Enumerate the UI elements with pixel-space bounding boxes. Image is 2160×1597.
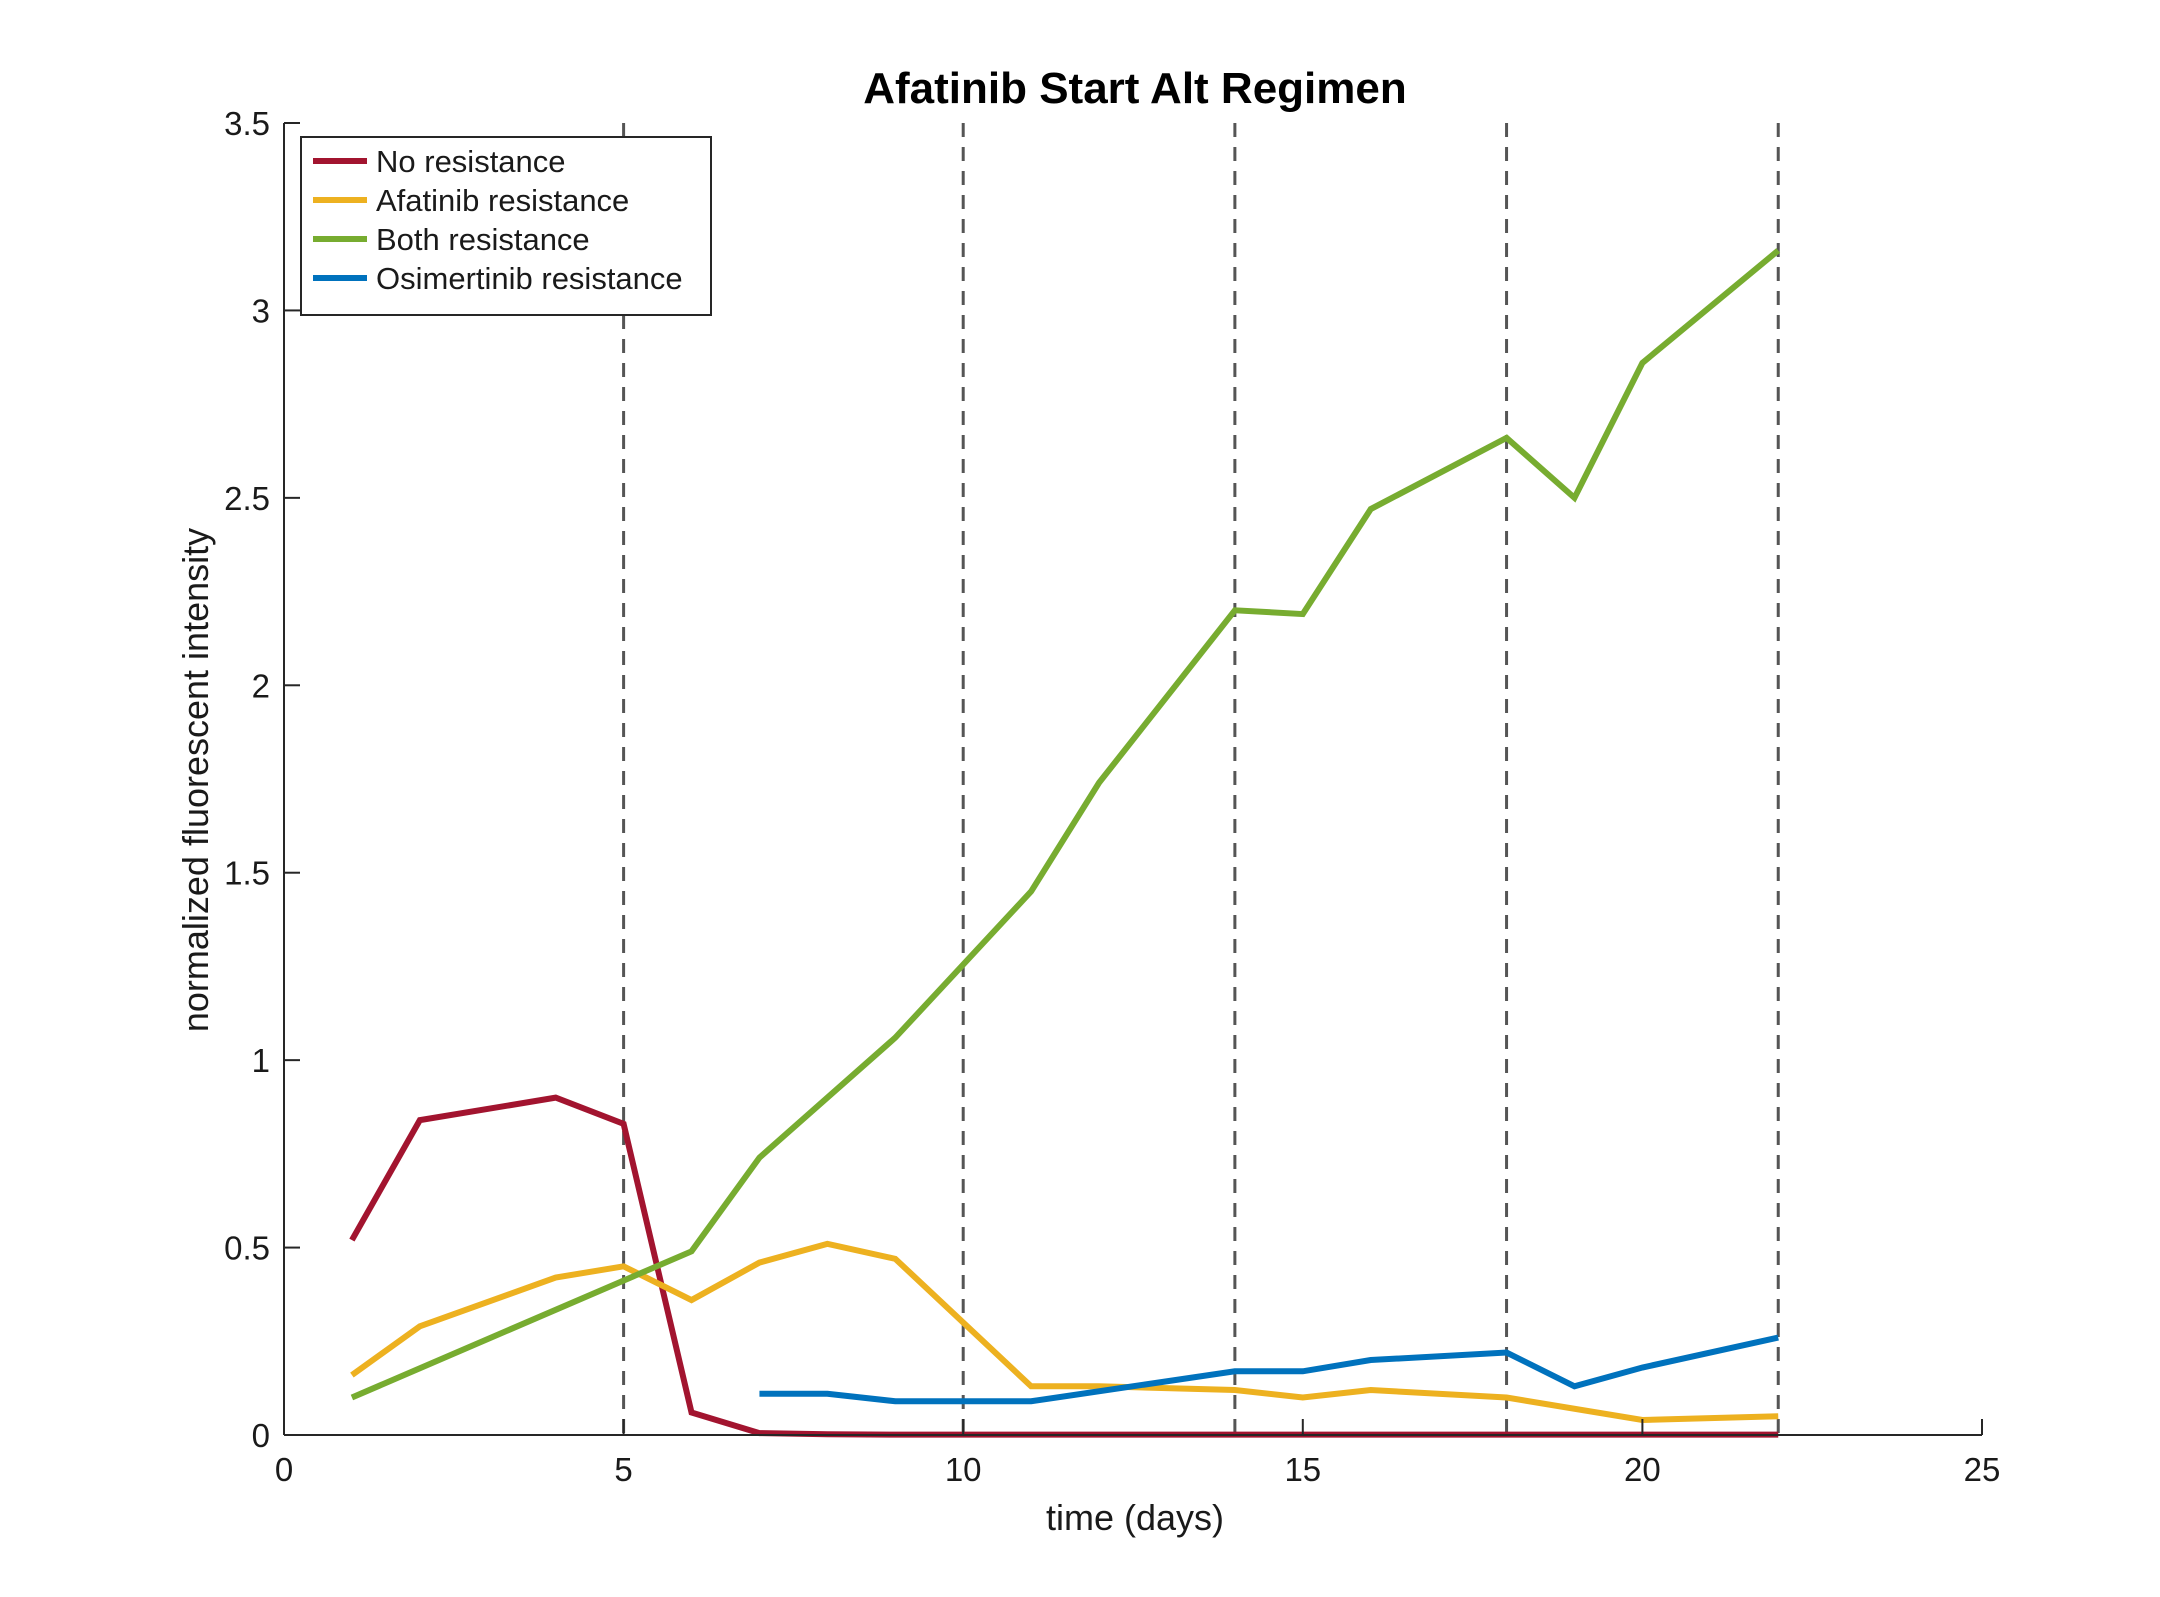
y-tick-label: 2.5 xyxy=(224,480,270,517)
series-line-afatinib-resistance xyxy=(350,1240,1779,1424)
y-tick-label: 0 xyxy=(252,1417,270,1454)
legend: No resistance Afatinib resistance Both res… xyxy=(300,136,712,316)
legend-label: Both resistance xyxy=(376,222,590,257)
y-tick-label: 2 xyxy=(252,667,270,704)
legend-box xyxy=(300,136,712,316)
y-tick-label: 3 xyxy=(252,292,270,329)
x-tick-label: 20 xyxy=(1624,1451,1661,1488)
x-tick-label: 25 xyxy=(1964,1451,2001,1488)
legend-label: Osimertinib resistance xyxy=(376,261,683,296)
legend-label: No resistance xyxy=(376,144,566,179)
series-line-osimertinib-resistance xyxy=(759,1334,1779,1405)
chart-title: Afatinib Start Alt Regimen xyxy=(863,64,1407,113)
x-tick-label: 0 xyxy=(275,1451,293,1488)
x-axis-label: time (days) xyxy=(1046,1497,1224,1538)
y-axis-label: normalized fluorescent intensity xyxy=(175,528,216,1032)
y-tick-label: 0.5 xyxy=(224,1230,270,1267)
x-tick-label: 10 xyxy=(945,1451,982,1488)
y-tick-label: 3.5 xyxy=(224,105,270,142)
x-tick-label: 15 xyxy=(1284,1451,1321,1488)
dashed-lines-layer xyxy=(622,123,1780,1435)
y-tick-label: 1 xyxy=(252,1042,270,1079)
series-line-both-resistance xyxy=(350,248,1781,1401)
axes-layer: 0 5 10 15 20 25 0 0.5 1 1.5 2 2.5 3 3.5 xyxy=(224,105,2000,1488)
legend-label: Afatinib resistance xyxy=(376,183,629,218)
x-tick-label: 5 xyxy=(614,1451,632,1488)
y-tick-label: 1.5 xyxy=(224,855,270,892)
